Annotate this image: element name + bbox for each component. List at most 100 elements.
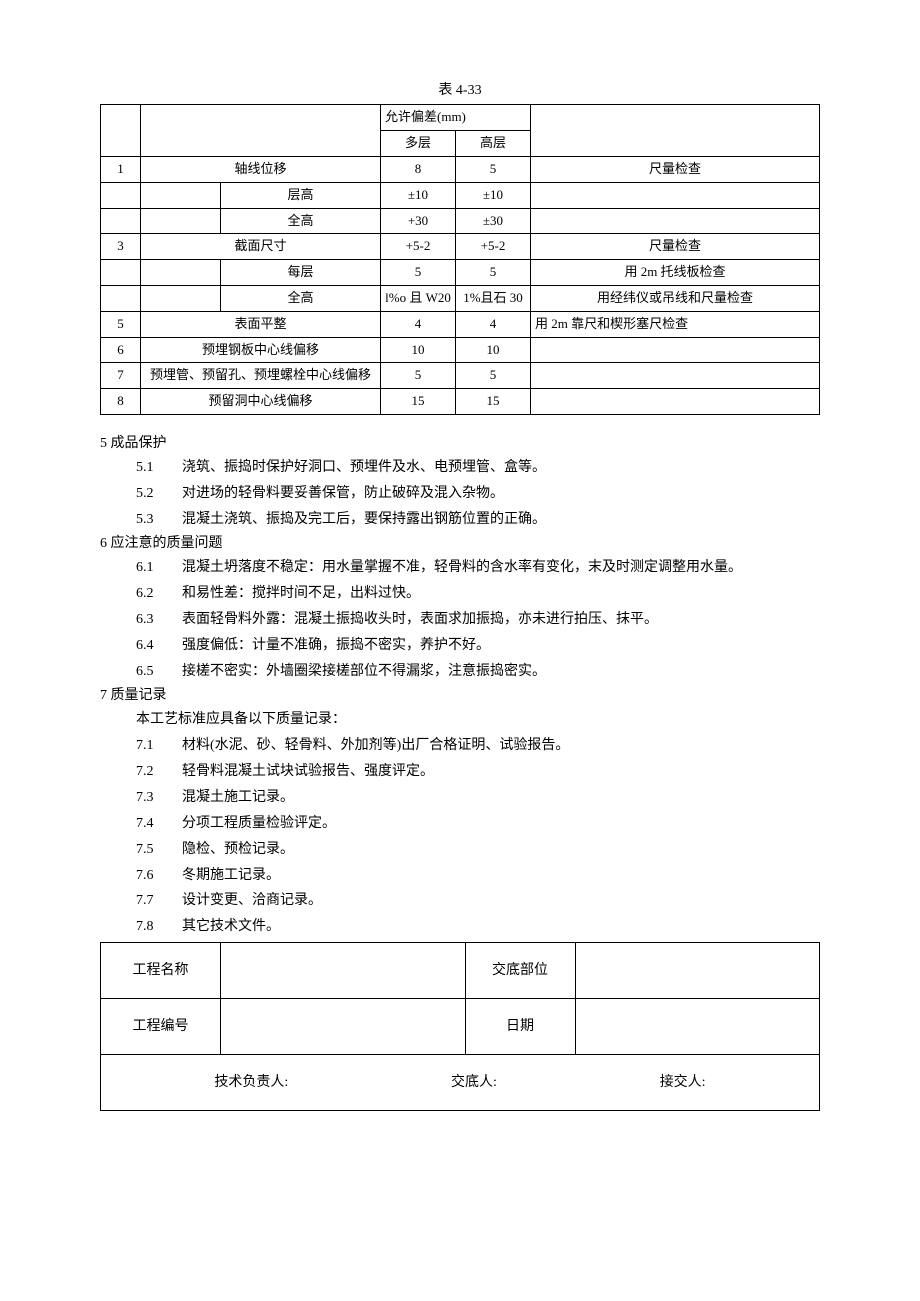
handover-by-label: 交底人: xyxy=(451,1072,497,1094)
handover-part-label: 交底部位 xyxy=(465,943,575,999)
cell-m: 15 xyxy=(381,389,456,415)
cell-method: 用 2m 靠尺和楔形塞尺检查 xyxy=(531,311,820,337)
hdr-multi: 多层 xyxy=(381,131,456,157)
list-item: 7.3混凝土施工记录。 xyxy=(136,785,820,811)
item-text: 混凝土施工记录。 xyxy=(182,785,820,811)
table-row: 全高 l%o 且 W20 1%且石 30 用经纬仪或吊线和尺量检查 xyxy=(101,285,820,311)
cell-h: 5 xyxy=(456,363,531,389)
list-item: 6.2和易性差：搅拌时间不足，出料过快。 xyxy=(136,581,820,607)
table-row: 3 截面尺寸 +5-2 +5-2 尺量检查 xyxy=(101,234,820,260)
cell-idx xyxy=(101,285,141,311)
cell-item: 预埋管、预留孔、预埋螺栓中心线偏移 xyxy=(141,363,381,389)
hdr-deviation: 允许偏差(mm) xyxy=(381,105,531,131)
item-num: 7.2 xyxy=(136,759,182,785)
table-caption: 表 4-33 xyxy=(100,80,820,102)
list-item: 7.6冬期施工记录。 xyxy=(136,863,820,889)
signoff-table: 工程名称 交底部位 工程编号 日期 技术负责人: 交底人: 接交人: xyxy=(100,942,820,1111)
table-row: 1 轴线位移 8 5 尺量检查 xyxy=(101,156,820,182)
cell-m: 5 xyxy=(381,363,456,389)
cell-h: 1%且石 30 xyxy=(456,285,531,311)
cell-h: ±30 xyxy=(456,208,531,234)
cell-sub1 xyxy=(141,285,221,311)
cell-method xyxy=(531,363,820,389)
item-num: 5.2 xyxy=(136,481,182,507)
project-no-label: 工程编号 xyxy=(101,999,221,1055)
list-item: 7.7设计变更、洽商记录。 xyxy=(136,888,820,914)
tech-lead-label: 技术负责人: xyxy=(214,1072,288,1094)
item-num: 7.5 xyxy=(136,837,182,863)
item-num: 6.2 xyxy=(136,581,182,607)
item-text: 分项工程质量检验评定。 xyxy=(182,811,820,837)
item-text: 强度偏低：计量不准确，振捣不密实，养护不好。 xyxy=(182,633,820,659)
item-text: 表面轻骨料外露：混凝土振捣收头时，表面求加振捣，亦未进行拍压、抹平。 xyxy=(182,607,820,633)
item-num: 7.7 xyxy=(136,888,182,914)
cell-idx xyxy=(101,182,141,208)
item-text: 混凝土坍落度不稳定：用水量掌握不准，轻骨料的含水率有变化，末及时测定调整用水量。 xyxy=(182,555,820,581)
item-text: 混凝土浇筑、振捣及完工后，要保持露出钢筋位置的正确。 xyxy=(182,507,820,533)
list-item: 6.4强度偏低：计量不准确，振捣不密实，养护不好。 xyxy=(136,633,820,659)
cell-m: 5 xyxy=(381,260,456,286)
list-item: 5.2对进场的轻骨料要妥善保管，防止破碎及混入杂物。 xyxy=(136,481,820,507)
item-num: 5.3 xyxy=(136,507,182,533)
list-item: 5.3混凝土浇筑、振捣及完工后，要保持露出钢筋位置的正确。 xyxy=(136,507,820,533)
item-num: 6.5 xyxy=(136,659,182,685)
cell-method xyxy=(531,182,820,208)
table-row: 7 预埋管、预留孔、预埋螺栓中心线偏移 5 5 xyxy=(101,363,820,389)
table-row: 全高 +30 ±30 xyxy=(101,208,820,234)
cell-h: 5 xyxy=(456,156,531,182)
item-num: 6.3 xyxy=(136,607,182,633)
cell-sub1 xyxy=(141,182,221,208)
cell-sub2: 全高 xyxy=(221,285,381,311)
list-item: 7.8其它技术文件。 xyxy=(136,914,820,940)
section7-intro: 本工艺标准应具备以下质量记录： xyxy=(136,707,820,733)
list-item: 7.2轻骨料混凝土试块试验报告、强度评定。 xyxy=(136,759,820,785)
section7-title: 7 质量记录 xyxy=(100,685,820,707)
item-text: 隐检、预检记录。 xyxy=(182,837,820,863)
section5-list: 5.1浇筑、振捣时保护好洞口、预埋件及水、电预埋管、盒等。 5.2对进场的轻骨料… xyxy=(136,455,820,533)
item-num: 7.4 xyxy=(136,811,182,837)
list-item: 6.5接槎不密实：外墙圈梁接槎部位不得漏浆，注意振捣密实。 xyxy=(136,659,820,685)
cell-h: 10 xyxy=(456,337,531,363)
received-by-label: 接交人: xyxy=(660,1072,706,1094)
cell-idx: 5 xyxy=(101,311,141,337)
cell-m: +30 xyxy=(381,208,456,234)
section5-title: 5 成品保护 xyxy=(100,433,820,455)
cell-idx: 1 xyxy=(101,156,141,182)
cell-h: 5 xyxy=(456,260,531,286)
table-row: 8 预留洞中心线偏移 15 15 xyxy=(101,389,820,415)
item-text: 浇筑、振捣时保护好洞口、预埋件及水、电预埋管、盒等。 xyxy=(182,455,820,481)
item-text: 和易性差：搅拌时间不足，出料过快。 xyxy=(182,581,820,607)
item-num: 5.1 xyxy=(136,455,182,481)
date-label: 日期 xyxy=(465,999,575,1055)
cell-idx xyxy=(101,208,141,234)
hdr-high: 高层 xyxy=(456,131,531,157)
cell-idx: 3 xyxy=(101,234,141,260)
table-row: 6 预埋钢板中心线偏移 10 10 xyxy=(101,337,820,363)
sign-row: 技术负责人: 交底人: 接交人: xyxy=(101,1055,820,1111)
item-num: 7.3 xyxy=(136,785,182,811)
item-num: 6.4 xyxy=(136,633,182,659)
cell-method xyxy=(531,337,820,363)
item-text: 材料(水泥、砂、轻骨料、外加剂等)出厂合格证明、试验报告。 xyxy=(182,733,820,759)
list-item: 7.5隐检、预检记录。 xyxy=(136,837,820,863)
item-text: 轻骨料混凝土试块试验报告、强度评定。 xyxy=(182,759,820,785)
hdr-empty xyxy=(101,105,141,157)
list-item: 6.3表面轻骨料外露：混凝土振捣收头时，表面求加振捣，亦未进行拍压、抹平。 xyxy=(136,607,820,633)
cell-method: 尺量检查 xyxy=(531,156,820,182)
table-row: 5 表面平整 4 4 用 2m 靠尺和楔形塞尺检查 xyxy=(101,311,820,337)
cell-h: 4 xyxy=(456,311,531,337)
cell-idx: 6 xyxy=(101,337,141,363)
project-no-value xyxy=(221,999,466,1055)
item-text: 设计变更、洽商记录。 xyxy=(182,888,820,914)
cell-sub2: 每层 xyxy=(221,260,381,286)
section7-list: 7.1材料(水泥、砂、轻骨料、外加剂等)出厂合格证明、试验报告。 7.2轻骨料混… xyxy=(136,733,820,940)
cell-sub1 xyxy=(141,208,221,234)
item-text: 其它技术文件。 xyxy=(182,914,820,940)
cell-method xyxy=(531,208,820,234)
list-item: 7.4分项工程质量检验评定。 xyxy=(136,811,820,837)
item-num: 7.1 xyxy=(136,733,182,759)
cell-item: 预埋钢板中心线偏移 xyxy=(141,337,381,363)
cell-h: ±10 xyxy=(456,182,531,208)
cell-idx: 7 xyxy=(101,363,141,389)
cell-method: 用经纬仪或吊线和尺量检查 xyxy=(531,285,820,311)
